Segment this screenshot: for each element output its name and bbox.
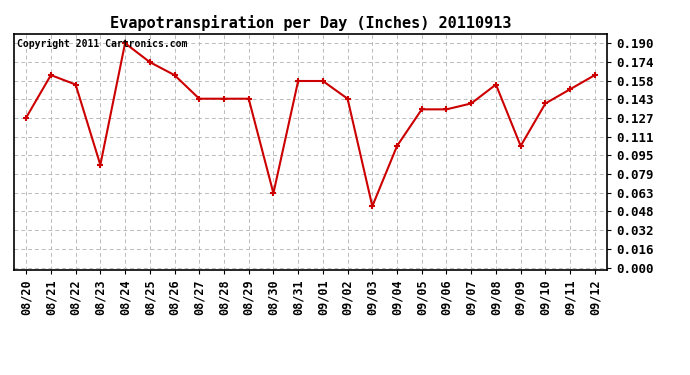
Text: Copyright 2011 Cartronics.com: Copyright 2011 Cartronics.com — [17, 39, 187, 48]
Title: Evapotranspiration per Day (Inches) 20110913: Evapotranspiration per Day (Inches) 2011… — [110, 15, 511, 31]
